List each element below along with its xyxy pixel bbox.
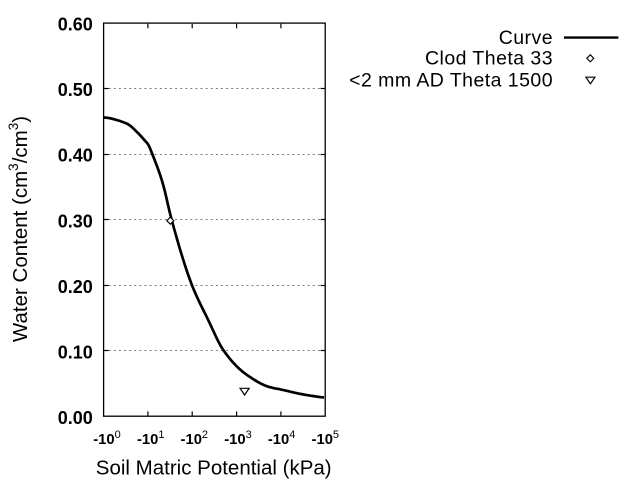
svg-text:Clod Theta 33: Clod Theta 33 (425, 48, 553, 70)
svg-text:0.40: 0.40 (58, 146, 93, 166)
svg-text:0.50: 0.50 (58, 80, 93, 100)
svg-text:0.60: 0.60 (58, 15, 93, 35)
svg-text:Curve: Curve (499, 27, 553, 49)
svg-text:-100: -100 (93, 429, 121, 448)
svg-text:-104: -104 (268, 429, 296, 448)
svg-text:-101: -101 (137, 429, 165, 448)
svg-text:0.30: 0.30 (58, 211, 93, 231)
svg-text:0.10: 0.10 (58, 342, 93, 362)
svg-text:0.20: 0.20 (58, 277, 93, 297)
svg-text:-102: -102 (181, 429, 209, 448)
svg-text:Water Content (cm3/cm3): Water Content (cm3/cm3) (6, 116, 32, 342)
svg-text:<2 mm AD Theta 1500: <2 mm AD Theta 1500 (349, 70, 553, 92)
svg-text:Soil Matric Potential (kPa): Soil Matric Potential (kPa) (96, 457, 332, 480)
svg-text:-103: -103 (224, 429, 252, 448)
svg-text:0.00: 0.00 (58, 408, 93, 428)
svg-text:-105: -105 (312, 429, 340, 448)
